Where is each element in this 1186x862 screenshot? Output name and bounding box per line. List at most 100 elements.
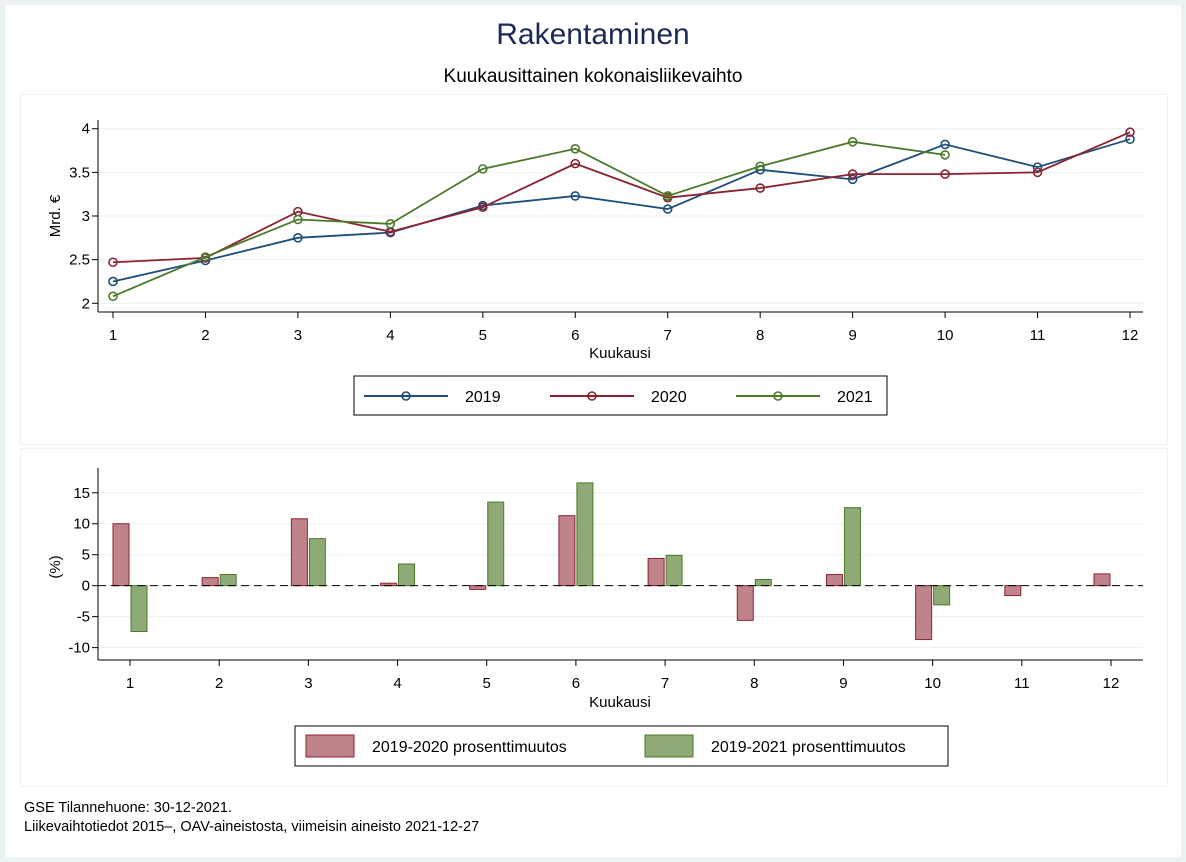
bar-xtick-label-4: 5 xyxy=(483,675,491,692)
point-2020-1 xyxy=(108,257,118,268)
bar-2019-2020-5 xyxy=(469,585,487,590)
bar-xtick-label-9: 10 xyxy=(924,675,941,692)
line-xtick-label-10: 11 xyxy=(1030,327,1046,344)
bar-2019-2021-4 xyxy=(398,563,416,587)
legend-2019-2020-swatch xyxy=(305,734,355,758)
line-xtick-label-0: 1 xyxy=(109,327,117,344)
line-xtick-label-2: 3 xyxy=(294,327,302,344)
bar-2019-2020-12 xyxy=(1093,573,1111,587)
point-2021-2 xyxy=(200,252,211,262)
bar-2019-2021-7 xyxy=(665,554,683,587)
line-ytick-label-0: 2 xyxy=(82,295,90,312)
legend-item-2019: 2019 xyxy=(364,389,501,406)
line-chart-grid xyxy=(98,128,1143,304)
bar-xtick-label-8: 9 xyxy=(839,675,847,692)
bar-ytick-label-5: 15 xyxy=(73,485,90,502)
bar-xtick-label-3: 4 xyxy=(393,675,401,692)
bar-ytick-label-0: -10 xyxy=(68,640,90,657)
footer-source-line: GSE Tilannehuone: 30-12-2021. xyxy=(24,800,232,816)
point-2021-5 xyxy=(478,164,488,174)
bar-xtick-label-7: 8 xyxy=(750,675,758,692)
bar-2019-2021-8 xyxy=(754,578,772,587)
line-xtick-label-11: 12 xyxy=(1122,327,1139,344)
point-2019-12 xyxy=(1125,134,1135,144)
point-2021-9 xyxy=(847,137,858,147)
bar-ytick-label-2: 0 xyxy=(82,578,90,595)
point-2020-12 xyxy=(1125,127,1135,138)
bar-2019-2021-10 xyxy=(933,585,951,606)
bar-2019-2021-6 xyxy=(576,482,594,587)
legend-2019-label: 2019 xyxy=(465,389,501,406)
point-2021-6 xyxy=(570,144,581,154)
point-2019-6 xyxy=(570,191,581,201)
bar-2019-2020-6 xyxy=(558,515,576,587)
legend-2020-label: 2020 xyxy=(651,389,687,406)
bar-chart-legend xyxy=(294,725,949,767)
point-2019-9 xyxy=(847,174,858,185)
chart-subtitle: Kuukausittainen kokonaisliikevaihto xyxy=(443,66,743,87)
line-ytick-label-1: 2.5 xyxy=(69,252,90,269)
bar-ytick-label-3: 5 xyxy=(82,547,90,564)
series-line-2021 xyxy=(112,140,946,298)
legend-2019-marker xyxy=(401,391,411,401)
line-chart-y-label: Mrd. € xyxy=(47,194,64,237)
line-xtick-label-5: 6 xyxy=(571,327,579,344)
bar-xtick-label-5: 6 xyxy=(572,675,580,692)
point-2020-8 xyxy=(755,183,765,193)
point-2021-7 xyxy=(662,191,673,201)
bar-2019-2021-5 xyxy=(487,501,505,587)
legend-item-2020: 2020 xyxy=(550,389,687,406)
legend-item-2021: 2021 xyxy=(736,389,873,406)
bar-2019-2020-8 xyxy=(736,585,754,621)
legend-2020-marker xyxy=(587,391,597,401)
line-xtick-label-8: 9 xyxy=(848,327,856,344)
bar-2019-2020-11 xyxy=(1004,585,1022,597)
point-2021-8 xyxy=(755,161,765,172)
series-line-2019 xyxy=(112,138,1131,283)
line-xtick-label-3: 4 xyxy=(386,327,394,344)
line-ytick-label-2: 3 xyxy=(82,208,90,225)
legend-2021-marker xyxy=(773,391,783,401)
legend-2021-label: 2021 xyxy=(837,389,873,406)
line-xtick-label-1: 2 xyxy=(201,327,209,344)
point-2019-7 xyxy=(662,204,673,214)
point-2019-3 xyxy=(293,233,303,243)
legend-item-2019-2021: 2019-2021 prosenttimuutos xyxy=(644,734,906,758)
series-line-2020 xyxy=(112,131,1131,264)
line-xtick-label-9: 10 xyxy=(937,327,954,344)
line-xtick-label-6: 7 xyxy=(664,327,672,344)
legend-2019-2021-label: 2019-2021 prosenttimuutos xyxy=(711,739,906,756)
line-xtick-label-4: 5 xyxy=(479,327,487,344)
footer-data-line: Liikevaihtotiedot 2015–, OAV-aineistosta… xyxy=(24,819,480,835)
point-2020-6 xyxy=(570,158,581,169)
bar-chart-grid xyxy=(98,492,1143,649)
line-chart-series xyxy=(108,127,1135,302)
bar-2019-2021-1 xyxy=(130,585,148,633)
legend-2019-2021-swatch xyxy=(644,734,694,758)
point-2019-11 xyxy=(1032,162,1043,172)
point-2021-3 xyxy=(293,214,303,225)
point-2021-1 xyxy=(108,291,118,302)
bar-2019-2021-9 xyxy=(843,507,861,587)
bar-2019-2020-9 xyxy=(825,574,843,587)
line-ytick-label-4: 4 xyxy=(82,121,90,138)
line-chart-y-ticks: 2 2.5 3 3.5 4 xyxy=(69,121,98,312)
bar-2019-2020-10 xyxy=(915,585,933,641)
line-ytick-label-3: 3.5 xyxy=(69,164,90,181)
point-2020-10 xyxy=(940,169,950,179)
bar-2019-2020-1 xyxy=(112,523,130,587)
bar-ytick-label-1: -5 xyxy=(77,609,90,626)
bar-2019-2020-3 xyxy=(290,518,308,587)
point-2020-9 xyxy=(847,169,858,179)
bar-chart-x-label: Kuukausi xyxy=(589,694,651,711)
bar-2019-2021-2 xyxy=(219,574,237,587)
bar-chart-y-label: (%) xyxy=(47,555,64,578)
legend-2019-2020-label: 2019-2020 prosenttimuutos xyxy=(372,739,567,756)
bar-xtick-label-2: 3 xyxy=(304,675,312,692)
bar-ytick-label-4: 10 xyxy=(73,516,90,533)
bar-2019-2020-2 xyxy=(201,577,219,587)
bar-xtick-label-10: 11 xyxy=(1014,675,1030,692)
line-chart-x-label: Kuukausi xyxy=(589,345,651,362)
point-2019-10 xyxy=(940,139,950,150)
